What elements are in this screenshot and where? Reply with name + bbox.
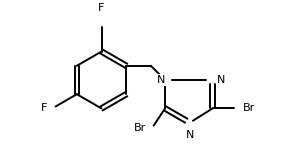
Text: N: N: [186, 130, 194, 140]
Text: N: N: [157, 75, 165, 85]
Text: F: F: [98, 3, 105, 13]
Text: Br: Br: [242, 103, 255, 113]
Text: F: F: [41, 103, 47, 113]
Text: Br: Br: [134, 123, 147, 133]
Text: N: N: [217, 75, 226, 85]
